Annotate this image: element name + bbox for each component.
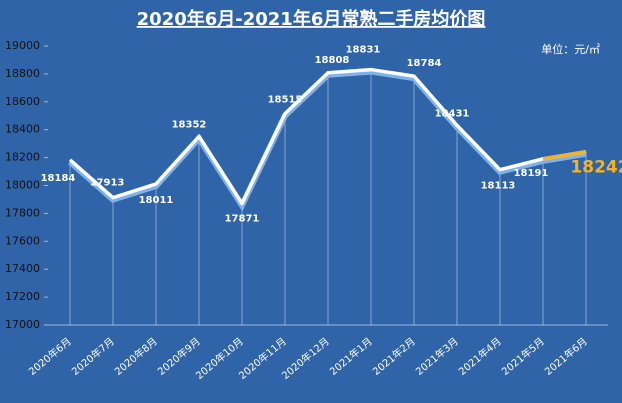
y-tick-label: 17800 bbox=[5, 206, 40, 219]
data-label: 18808 bbox=[315, 55, 350, 66]
y-tick-label: 18600 bbox=[5, 95, 40, 108]
y-tick-label: 18200 bbox=[5, 151, 40, 164]
data-label: 18113 bbox=[481, 181, 516, 192]
y-tick-label: 17000 bbox=[5, 318, 40, 331]
data-label: 18184 bbox=[41, 173, 76, 184]
chart-title: 2020年6月-2021年6月常熟二手房均价图 bbox=[137, 8, 486, 30]
data-label: 18011 bbox=[139, 195, 174, 206]
data-label: 18352 bbox=[172, 119, 207, 130]
data-label: 18831 bbox=[346, 45, 381, 56]
y-tick-label: 18800 bbox=[5, 67, 40, 80]
data-label: 17871 bbox=[225, 213, 260, 224]
data-label: 17913 bbox=[90, 178, 125, 189]
y-tick-label: 17600 bbox=[5, 234, 40, 247]
line bbox=[68, 67, 587, 206]
data-label: 18191 bbox=[514, 168, 549, 179]
y-tick-label: 17200 bbox=[5, 290, 40, 303]
data-label: 18431 bbox=[435, 108, 470, 119]
unit-label: 单位：元/㎡ bbox=[541, 42, 600, 56]
y-tick-label: 17400 bbox=[5, 262, 40, 275]
data-label: 18515 bbox=[268, 95, 303, 106]
y-tick-label: 18000 bbox=[5, 179, 40, 192]
data-label: 18784 bbox=[407, 58, 442, 69]
highlight-segment bbox=[542, 150, 587, 161]
y-tick-label: 18400 bbox=[5, 123, 40, 136]
data-label: 18242 bbox=[570, 158, 622, 178]
y-tick-label: 19000 bbox=[5, 39, 40, 52]
